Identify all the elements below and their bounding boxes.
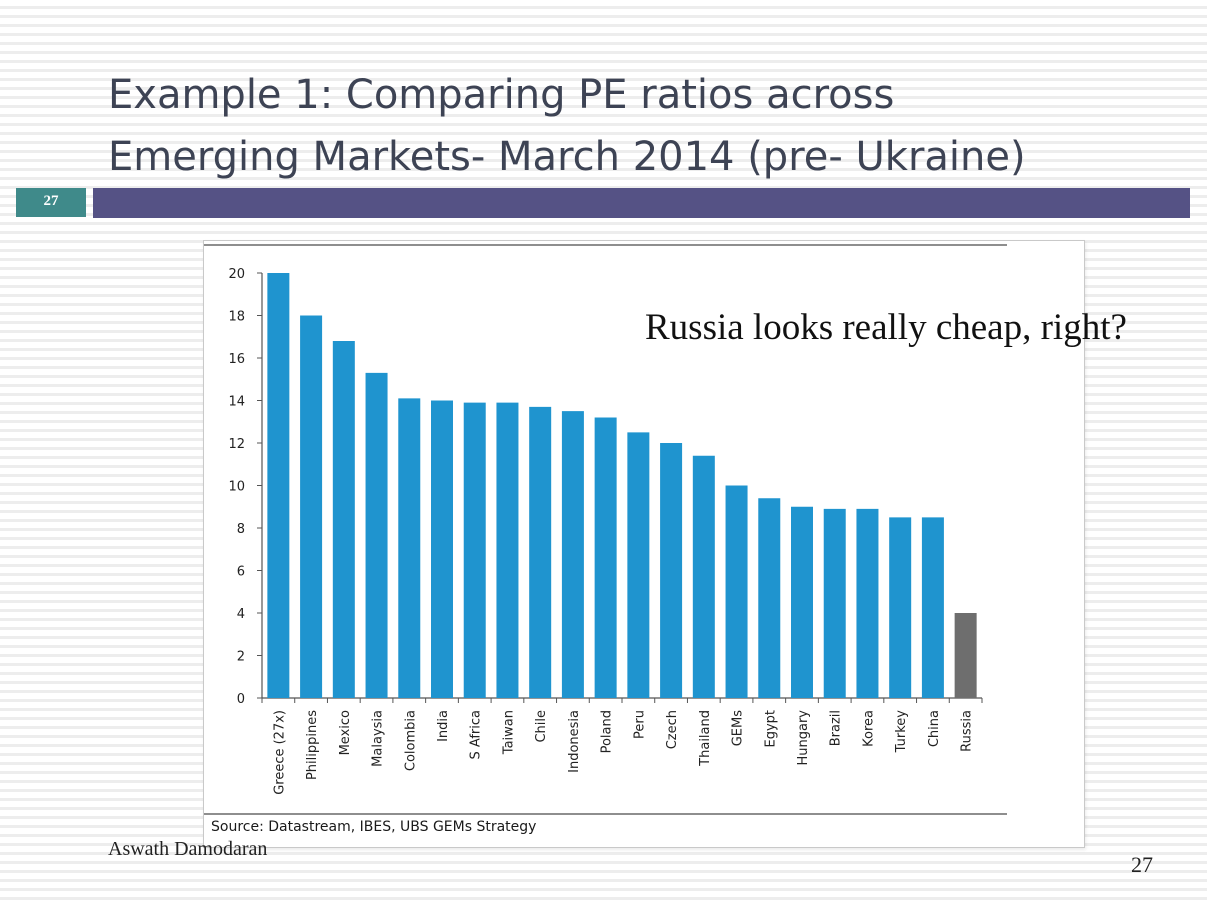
- x-tick-label: Colombia: [403, 710, 418, 771]
- x-tick-label: Indonesia: [567, 710, 582, 773]
- y-tick-label: 14: [228, 395, 245, 410]
- bar-brazil: [823, 508, 846, 698]
- bar-poland: [594, 417, 617, 698]
- y-tick-label: 6: [237, 565, 245, 580]
- chart-annotation: Russia looks really cheap, right?: [645, 307, 1127, 348]
- chart-figure: 0 2 4 6 8 10 12 14 16 18 20 Greece (27x) Philippines…: [203, 240, 1085, 848]
- bar-hungary: [791, 506, 813, 698]
- bar-malaysia: [365, 372, 388, 698]
- x-tick-label: Russia: [960, 710, 975, 752]
- chart-source-note: Source: Datastream, IBES, UBS GEMs Strat…: [211, 819, 537, 835]
- y-tick-label: 12: [228, 437, 245, 452]
- bar-philippines: [300, 315, 323, 698]
- y-tick-label: 20: [228, 267, 245, 282]
- page-number: 27: [1131, 852, 1153, 877]
- bar-korea: [856, 508, 879, 698]
- bar-thailand: [692, 455, 715, 698]
- bar-turkey: [889, 517, 912, 698]
- bar-colombia: [398, 398, 421, 698]
- slide-title-line-2: Emerging Markets- March 2014 (pre- Ukrai…: [108, 134, 1026, 180]
- bar-s-africa: [463, 402, 486, 698]
- x-tick-label: Egypt: [763, 710, 778, 748]
- slide-title: Example 1: Comparing PE ratios across Em…: [108, 64, 1168, 188]
- x-tick-label: Brazil: [829, 710, 844, 746]
- x-tick-label: Philippines: [305, 710, 320, 780]
- y-tick-label: 8: [237, 522, 245, 537]
- bar-china: [921, 517, 944, 698]
- y-tick-label: 0: [237, 692, 245, 707]
- x-tick-label: Thailand: [698, 710, 713, 767]
- x-tick-label: Czech: [665, 710, 680, 749]
- author-footer: Aswath Damodaran: [108, 838, 268, 860]
- x-tick-label: S Africa: [469, 710, 484, 759]
- bar-gems: [725, 485, 748, 698]
- x-tick-label: Chile: [534, 710, 549, 743]
- x-tick-label: China: [927, 710, 942, 747]
- bar-mexico: [332, 341, 355, 698]
- slide-title-line-1: Example 1: Comparing PE ratios across: [108, 72, 895, 118]
- x-tick-label: Mexico: [338, 710, 353, 755]
- x-tick-label: Poland: [600, 710, 615, 753]
- bar-peru: [627, 432, 650, 698]
- y-tick-label: 4: [237, 607, 245, 622]
- bar-india: [431, 400, 453, 698]
- bar-greece-27x: [267, 273, 290, 698]
- y-tick-label: 16: [228, 352, 245, 367]
- y-tick-label: 18: [228, 310, 245, 325]
- bar-taiwan: [496, 402, 519, 698]
- pe-ratio-bar-chart: 0 2 4 6 8 10 12 14 16 18 20 Greece (27x) Philippines…: [204, 244, 1007, 815]
- x-tick-label: India: [436, 710, 451, 742]
- x-tick-label: GEMs: [731, 710, 746, 747]
- y-tick-label: 2: [237, 650, 245, 665]
- slide-number-badge: 27: [16, 188, 86, 217]
- x-tick-label: Taiwan: [501, 710, 516, 755]
- x-tick-label: Greece (27x): [272, 710, 287, 795]
- title-divider-bar: [93, 188, 1190, 218]
- x-tick-label: Peru: [632, 710, 647, 739]
- bar-russia: [954, 613, 977, 698]
- x-tick-label: Korea: [861, 710, 876, 747]
- bar-egypt: [758, 498, 781, 698]
- x-tick-label: Turkey: [894, 710, 909, 754]
- bar-indonesia: [561, 411, 584, 698]
- x-tick-label: Malaysia: [371, 710, 386, 767]
- y-tick-label: 10: [228, 480, 245, 495]
- bar-chile: [529, 406, 552, 698]
- x-tick-label: Hungary: [796, 710, 811, 766]
- bar-czech: [660, 443, 683, 698]
